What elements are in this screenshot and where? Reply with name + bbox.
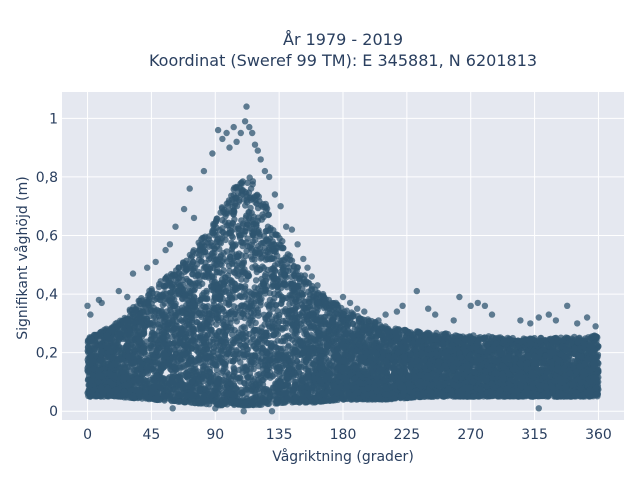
data-point	[244, 179, 251, 186]
data-point	[259, 344, 266, 352]
data-point	[274, 307, 281, 315]
data-point	[246, 317, 254, 324]
data-point	[249, 238, 257, 245]
data-point	[243, 345, 251, 353]
data-point	[226, 267, 233, 275]
data-point	[259, 211, 266, 218]
data-point	[255, 312, 262, 319]
data-point	[257, 255, 264, 262]
data-point	[244, 235, 251, 242]
data-point	[213, 321, 220, 328]
data-point	[262, 270, 269, 278]
data-points	[84, 103, 602, 415]
